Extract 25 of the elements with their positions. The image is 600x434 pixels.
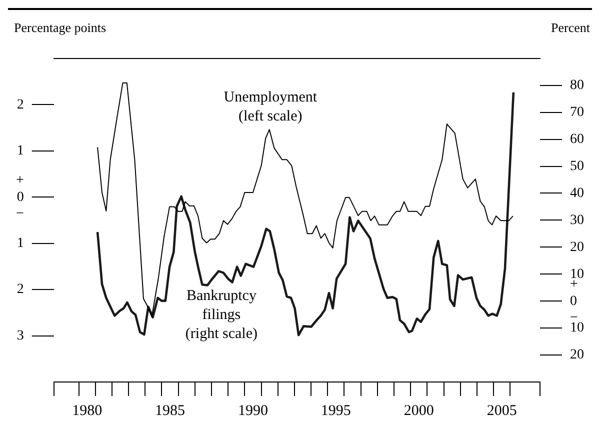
y-tick-label: 2 xyxy=(16,282,24,298)
y2-tick-label: 50 xyxy=(570,158,584,174)
x-tick-label: 1985 xyxy=(155,402,186,419)
x-tick-label: 2005 xyxy=(486,402,517,419)
y2-tick-label: 70 xyxy=(570,105,584,120)
y-tick-label: + 0 − xyxy=(16,172,24,222)
y2-axis-title: Percent xyxy=(551,20,590,36)
y2-tick-label: 60 xyxy=(570,132,584,147)
annotation: Bankruptcy filings (right scale) xyxy=(185,288,258,342)
y2-tick-label: 20 xyxy=(570,240,584,255)
y-tick-label: 1 xyxy=(16,144,24,159)
y-tick-label: 1 xyxy=(16,236,24,251)
y2-tick-label: 40 xyxy=(570,186,584,201)
y2-tick-label: 10 xyxy=(570,266,584,282)
annotation: Unemployment (left scale) xyxy=(224,89,318,124)
x-tick-label: 2000 xyxy=(404,402,434,419)
y2-tick-label: 30 xyxy=(570,212,584,228)
y2-tick-label: 80 xyxy=(570,78,584,94)
y2-tick-label: 20 xyxy=(570,348,584,363)
x-tick-label: 1990 xyxy=(238,402,268,419)
x-tick-label: 1980 xyxy=(72,402,102,419)
y-axis-title: Percentage points xyxy=(14,20,106,36)
x-tick-label: 1995 xyxy=(320,402,351,419)
y-tick-label: 2 xyxy=(16,97,24,112)
y-tick-label: 3 xyxy=(16,328,24,344)
